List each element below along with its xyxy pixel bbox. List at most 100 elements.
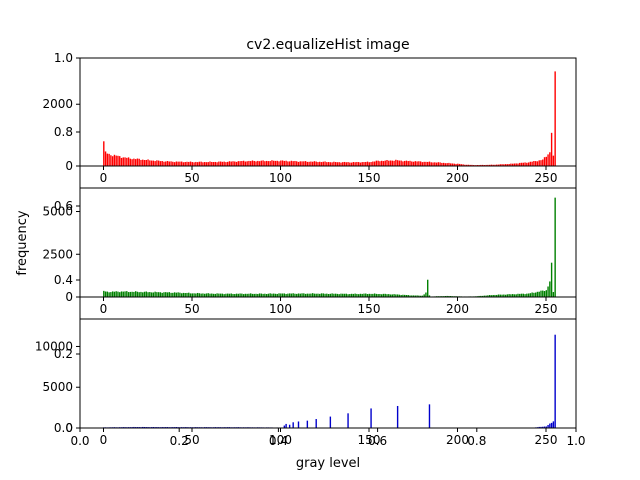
histogram-bar-green <box>297 293 300 297</box>
histogram-bar-green <box>481 295 484 297</box>
histogram-bar-green <box>311 293 314 297</box>
histogram-bar-green <box>320 293 323 297</box>
histogram-bar-red <box>520 162 523 166</box>
histogram-bar-red <box>550 132 553 166</box>
histogram-bar-blue <box>552 421 555 428</box>
histogram-bar-green <box>115 291 117 297</box>
histogram-bar-red <box>227 161 229 166</box>
histogram-bar-red <box>480 164 482 166</box>
histogram-bar-red <box>513 163 516 166</box>
histogram-bar-blue <box>142 426 144 428</box>
histogram-bar-red <box>212 162 215 166</box>
histogram-bar-red <box>209 161 211 166</box>
bg-y-tick-label: 0.8 <box>54 125 73 139</box>
histogram-bar-red <box>232 161 234 166</box>
histogram-bar-green <box>180 293 183 297</box>
histogram-bar-green <box>147 292 149 297</box>
histogram-bar-red <box>182 162 185 166</box>
bg-x-tick-label: 0.6 <box>368 434 387 448</box>
histogram-bar-green <box>391 294 394 297</box>
histogram-bar-green <box>269 293 271 297</box>
histogram-bar-green <box>480 295 482 297</box>
histogram-bar-red <box>166 161 169 166</box>
histogram-bar-green <box>145 291 147 297</box>
bg-x-tick-label: 0.0 <box>70 434 89 448</box>
histogram-bar-green <box>138 292 140 297</box>
histogram-bar-green <box>540 290 542 297</box>
histogram-bar-green <box>478 295 480 297</box>
histogram-bar-red <box>460 164 463 166</box>
histogram-bar-red <box>444 163 447 166</box>
histogram-bar-green <box>237 293 240 297</box>
histogram-bar-red <box>193 162 195 166</box>
histogram-bar-green <box>526 293 528 297</box>
histogram-bar-green <box>319 293 321 297</box>
histogram-bar-red <box>239 161 241 166</box>
histogram-bar-green <box>267 293 270 297</box>
histogram-bar-green <box>326 293 328 297</box>
histogram-bar-red <box>430 162 432 166</box>
histogram-bar-red <box>398 160 401 166</box>
histogram-bar-red <box>152 160 155 166</box>
x-tick-label: 150 <box>358 171 381 185</box>
histogram-bar-red <box>395 159 397 166</box>
histogram-bar-green <box>228 293 231 297</box>
histogram-bar-red <box>219 161 222 166</box>
histogram-bar-red <box>255 161 257 166</box>
histogram-bar-red <box>149 160 151 166</box>
histogram-bar-red <box>133 158 135 166</box>
histogram-bar-red <box>154 161 156 166</box>
y-tick-label: 0 <box>65 159 73 173</box>
histogram-bar-green <box>117 291 119 297</box>
histogram-bar-green <box>111 291 114 297</box>
histogram-bar-green <box>522 293 524 297</box>
histogram-bar-green <box>365 293 367 297</box>
histogram-bar-blue <box>370 408 372 428</box>
histogram-bar-red <box>159 161 162 166</box>
histogram-bar-red <box>471 164 473 166</box>
histogram-bar-green <box>552 292 555 297</box>
x-tick-label: 250 <box>535 171 558 185</box>
histogram-bar-green <box>196 292 199 297</box>
histogram-bar-green <box>218 293 220 297</box>
histogram-bar-red <box>296 161 298 166</box>
histogram-bar-blue <box>545 426 547 428</box>
histogram-bar-red <box>230 161 232 166</box>
histogram-bar-green <box>257 293 259 297</box>
histogram-bar-green <box>411 295 413 297</box>
histogram-bar-red <box>267 161 270 166</box>
histogram-bar-green <box>288 293 291 297</box>
histogram-bar-red <box>536 161 539 166</box>
histogram-bar-green <box>368 293 370 297</box>
histogram-bar-red <box>404 160 406 166</box>
histogram-bar-red <box>120 157 123 166</box>
histogram-bar-red <box>138 158 140 166</box>
histogram-bar-blue <box>540 426 542 428</box>
histogram-bar-green <box>347 294 349 297</box>
histogram-bar-red <box>517 163 519 166</box>
histogram-bar-green <box>166 292 169 297</box>
histogram-bar-red <box>207 162 209 166</box>
bg-x-tick-label: 0.2 <box>170 434 189 448</box>
histogram-bar-red <box>265 160 268 166</box>
histogram-bar-green <box>173 292 176 297</box>
histogram-bar-green <box>209 293 211 297</box>
y-tick-label: 2000 <box>42 97 73 111</box>
histogram-bar-red <box>225 162 227 166</box>
histogram-bar-green <box>188 292 190 297</box>
histogram-bar-red <box>303 161 305 166</box>
histogram-bar-red <box>218 161 220 166</box>
histogram-bar-red <box>356 161 358 166</box>
histogram-bar-green <box>242 294 245 297</box>
histogram-bar-green <box>356 293 358 297</box>
x-tick-label: 200 <box>446 171 469 185</box>
histogram-bar-red <box>161 161 163 166</box>
histogram-bar-green <box>313 293 316 297</box>
histogram-bar-red <box>451 163 454 166</box>
histogram-bar-red <box>497 164 500 166</box>
histogram-bar-blue <box>133 426 135 428</box>
histogram-bar-red <box>143 160 146 166</box>
histogram-bar-green <box>253 293 255 297</box>
